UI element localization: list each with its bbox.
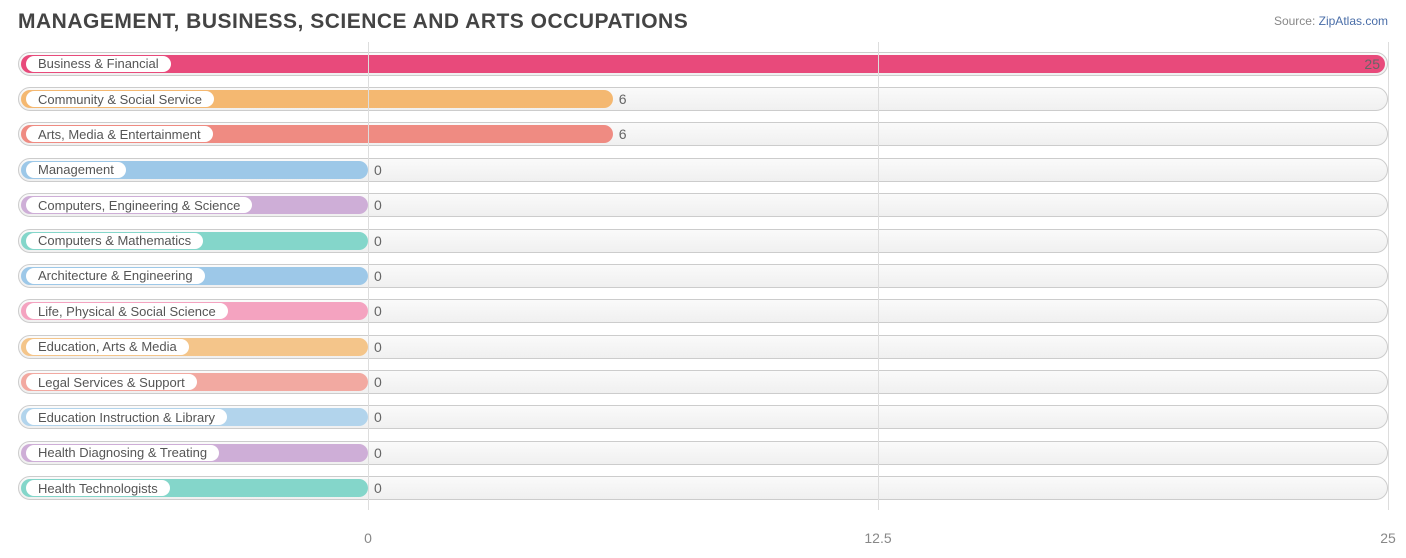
source-label: Source: <box>1274 14 1315 28</box>
x-tick-label: 12.5 <box>864 530 891 546</box>
bar-row: Computers, Engineering & Science 0 <box>18 192 1388 218</box>
bar-category-label: Life, Physical & Social Science <box>26 303 228 319</box>
chart-container: MANAGEMENT, BUSINESS, SCIENCE AND ARTS O… <box>0 0 1406 558</box>
source-link[interactable]: ZipAtlas.com <box>1319 14 1388 28</box>
chart-header: MANAGEMENT, BUSINESS, SCIENCE AND ARTS O… <box>18 10 1388 34</box>
chart-source: Source: ZipAtlas.com <box>1274 14 1388 28</box>
bar-value-label: 25 <box>1364 51 1380 77</box>
bar-category-label: Architecture & Engineering <box>26 268 205 284</box>
bar-row: Architecture & Engineering 0 <box>18 263 1388 289</box>
bar-row: Legal Services & Support 0 <box>18 369 1388 395</box>
x-tick-label: 0 <box>364 530 372 546</box>
bar-fill <box>21 55 1385 73</box>
bar-category-label: Business & Financial <box>26 56 171 72</box>
bar-value-label: 0 <box>368 440 382 466</box>
bar-category-label: Arts, Media & Entertainment <box>26 126 213 142</box>
bar-value-label: 0 <box>368 157 382 183</box>
gridline <box>878 42 879 510</box>
bar-row: Health Technologists 0 <box>18 475 1388 501</box>
bar-row: Community & Social Service 6 <box>18 86 1388 112</box>
bar-row: Computers & Mathematics 0 <box>18 228 1388 254</box>
bar-row: Business & Financial 25 <box>18 51 1388 77</box>
bar-value-label: 0 <box>368 228 382 254</box>
bar-value-label: 6 <box>613 86 627 112</box>
bar-category-label: Health Diagnosing & Treating <box>26 445 219 461</box>
x-tick-label: 25 <box>1380 530 1396 546</box>
bar-category-label: Computers & Mathematics <box>26 233 203 249</box>
bar-value-label: 0 <box>368 334 382 360</box>
bar-value-label: 0 <box>368 475 382 501</box>
bars-region: Business & Financial 25 Community & Social… <box>18 42 1388 510</box>
gridline <box>368 42 369 510</box>
bar-category-label: Education, Arts & Media <box>26 339 189 355</box>
x-axis: 012.525 <box>18 530 1388 548</box>
bar-row: Education, Arts & Media 0 <box>18 334 1388 360</box>
plot-area: Business & Financial 25 Community & Social… <box>18 42 1388 510</box>
bar-category-label: Management <box>26 162 126 178</box>
bar-row: Management 0 <box>18 157 1388 183</box>
bar-row: Arts, Media & Entertainment 6 <box>18 121 1388 147</box>
bar-category-label: Education Instruction & Library <box>26 409 227 425</box>
bar-row: Health Diagnosing & Treating 0 <box>18 440 1388 466</box>
bar-row: Life, Physical & Social Science 0 <box>18 298 1388 324</box>
bar-value-label: 6 <box>613 121 627 147</box>
bar-value-label: 0 <box>368 263 382 289</box>
bar-category-label: Health Technologists <box>26 480 170 496</box>
bar-value-label: 0 <box>368 298 382 324</box>
bar-row: Education Instruction & Library 0 <box>18 404 1388 430</box>
bar-value-label: 0 <box>368 192 382 218</box>
bar-category-label: Computers, Engineering & Science <box>26 197 252 213</box>
bar-value-label: 0 <box>368 404 382 430</box>
bar-value-label: 0 <box>368 369 382 395</box>
bar-category-label: Community & Social Service <box>26 91 214 107</box>
gridline <box>1388 42 1389 510</box>
chart-title: MANAGEMENT, BUSINESS, SCIENCE AND ARTS O… <box>18 10 688 34</box>
bar-category-label: Legal Services & Support <box>26 374 197 390</box>
